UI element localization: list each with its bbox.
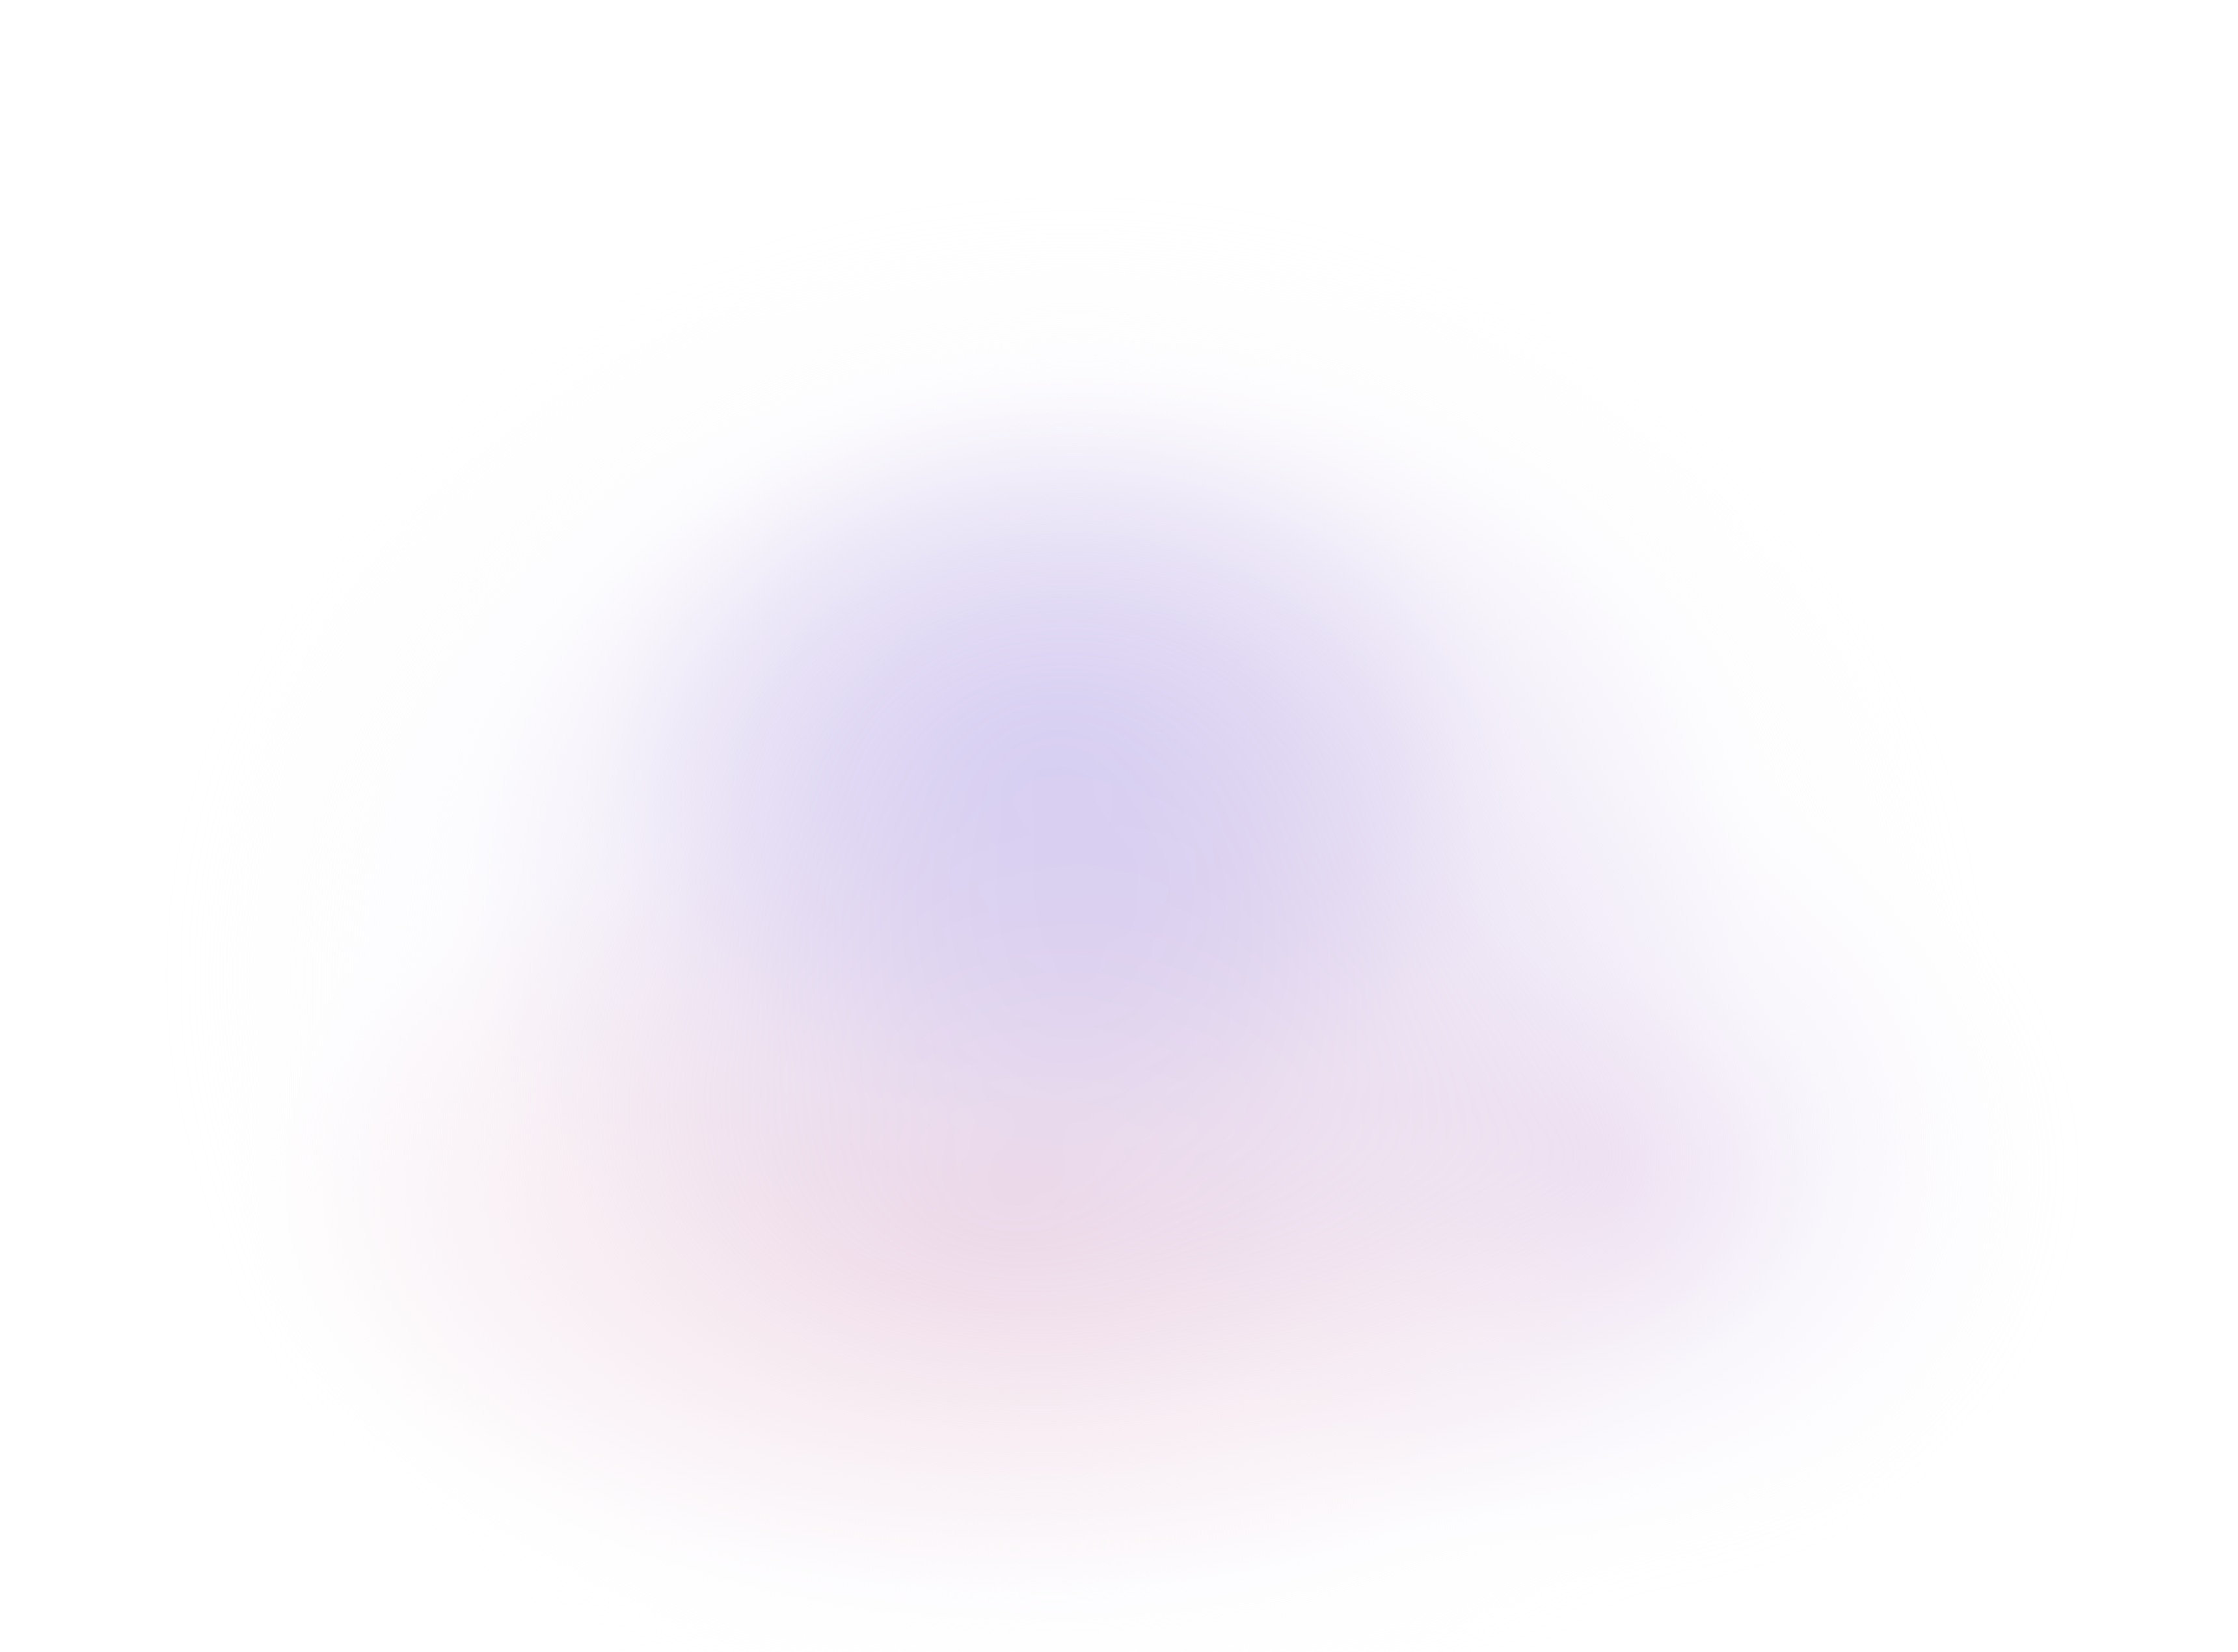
gradient-background — [0, 0, 2238, 1652]
